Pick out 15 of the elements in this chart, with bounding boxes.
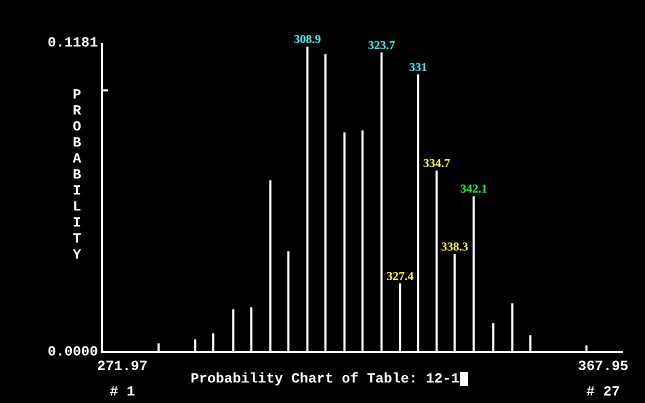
annotation: 308.9 (294, 32, 321, 46)
x-axis-title: Probability Chart of Table: 12-1 (190, 372, 460, 388)
annotation: 327.4 (386, 268, 414, 283)
text: PROBABILITY (72, 88, 82, 264)
annotation: 323.7 (368, 38, 396, 52)
text: # 1 (110, 384, 135, 401)
annotation: 338.3 (441, 240, 468, 254)
annotation: 334.7 (423, 156, 450, 170)
y-tick-label: 0.0000 (48, 344, 98, 361)
annotation: 342.1 (460, 182, 488, 196)
x-tick-label: 271.97 (97, 358, 148, 375)
y-tick-label: 0.1181 (48, 36, 98, 52)
text: # 27 (586, 384, 620, 401)
x-tick-label: 367.95 (578, 358, 628, 375)
annotation: 331 (409, 60, 428, 74)
